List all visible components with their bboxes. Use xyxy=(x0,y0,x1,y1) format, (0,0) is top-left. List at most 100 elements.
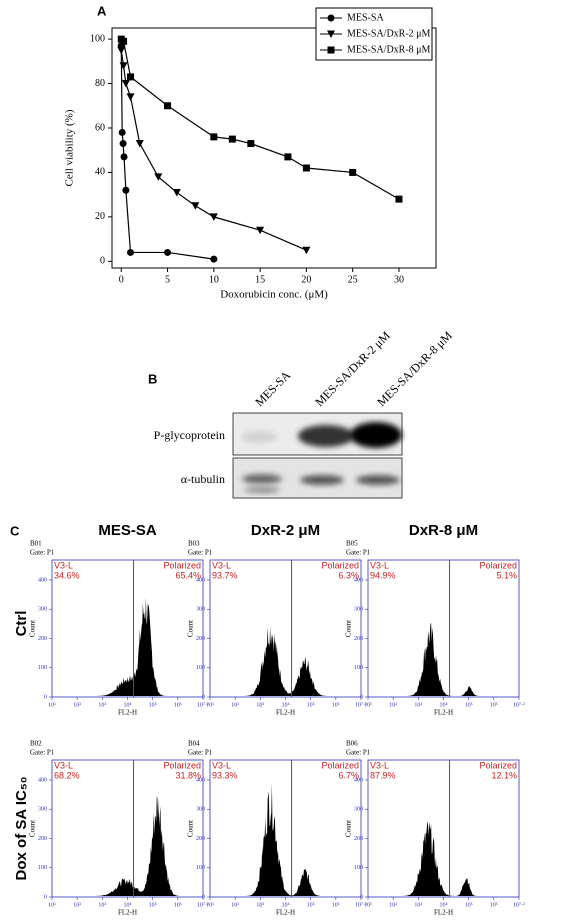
series-line xyxy=(120,38,400,200)
marker xyxy=(121,80,130,88)
marker xyxy=(119,62,128,70)
y-tick-label: 400 xyxy=(196,777,205,783)
column-title: DxR-8 μM xyxy=(409,522,478,539)
right-pct: 65.4% xyxy=(175,570,201,580)
panel-id: B01 xyxy=(30,540,42,548)
plot-frame xyxy=(51,559,204,698)
legend-label: MES-SA/DxR-2 μM xyxy=(347,28,431,39)
x-tick-label: 10¹ xyxy=(48,902,56,908)
marker xyxy=(209,213,218,221)
lane-label: MES-SA xyxy=(252,368,293,409)
x-tick-label: 10⁵ xyxy=(307,702,315,708)
y-tick-label: 100 xyxy=(38,665,47,671)
left-gate: V3-L xyxy=(54,760,73,770)
x-tick-label: 10³ xyxy=(98,702,106,708)
x-tick-label: 10 xyxy=(209,274,219,285)
x-tick-label: 15 xyxy=(255,274,265,285)
x-tick-label: 10² xyxy=(231,902,239,908)
x-tick-label: 10⁷·² xyxy=(513,902,525,908)
row-label: α-tubulin xyxy=(181,472,225,486)
y-tick-label: 100 xyxy=(354,665,363,671)
panel-id: B02 xyxy=(30,740,42,748)
x-tick-label: 10² xyxy=(73,702,81,708)
x-axis-label: FL2-H xyxy=(118,709,137,717)
y-axis-label: Count xyxy=(29,820,37,837)
marker xyxy=(118,128,126,136)
left-pct: 68.2% xyxy=(54,770,80,780)
marker xyxy=(228,135,236,143)
left-gate: V3-L xyxy=(54,560,73,570)
band xyxy=(356,475,400,485)
band xyxy=(244,487,280,493)
left-pct: 87.9% xyxy=(370,770,396,780)
marker xyxy=(172,188,181,197)
band xyxy=(300,475,344,485)
x-tick-label: 10⁵ xyxy=(465,902,473,908)
x-tick-label: 10³ xyxy=(256,702,264,708)
y-tick-label: 0 xyxy=(100,256,105,267)
x-tick-label: 10³ xyxy=(98,902,106,908)
x-axis-label: FL2-H xyxy=(118,909,137,917)
x-tick-label: 10⁴ xyxy=(281,702,289,708)
panel-label: C xyxy=(10,523,20,538)
x-axis-label: FL2-H xyxy=(434,709,453,717)
marker xyxy=(135,140,144,148)
marker xyxy=(120,153,128,161)
y-tick-label: 100 xyxy=(90,33,105,44)
y-tick-label: 0 xyxy=(44,694,47,700)
gate: Gate: P1 xyxy=(188,749,213,757)
x-tick-label: 10² xyxy=(73,902,81,908)
x-tick-label: 10⁴ xyxy=(123,902,131,908)
x-tick-label: 5 xyxy=(165,274,170,285)
y-axis-label: Count xyxy=(345,820,353,837)
y-tick-label: 40 xyxy=(95,167,105,178)
marker xyxy=(327,30,335,38)
right-pct: 6.7% xyxy=(338,770,359,780)
gate: Gate: P1 xyxy=(346,549,371,557)
plot-frame xyxy=(111,27,437,269)
panel-id: B04 xyxy=(188,740,200,748)
panel-label: B xyxy=(148,371,157,386)
plot-frame xyxy=(209,759,362,898)
y-tick-label: 100 xyxy=(38,865,47,871)
y-tick-label: 200 xyxy=(38,836,47,842)
y-tick-label: 400 xyxy=(38,777,47,783)
x-tick-label: 10⁵ xyxy=(307,902,315,908)
x-axis-label: FL2-H xyxy=(434,909,453,917)
marker xyxy=(327,14,335,22)
left-pct: 93.7% xyxy=(212,570,238,580)
y-tick-label: 200 xyxy=(354,636,363,642)
y-tick-label: 200 xyxy=(196,636,205,642)
x-tick-label: 10⁷·² xyxy=(197,702,209,708)
y-axis-label: Count xyxy=(187,820,195,837)
plot-frame xyxy=(51,759,204,898)
histogram xyxy=(211,782,359,896)
x-tick-label: 10⁴ xyxy=(123,702,131,708)
plot-frame xyxy=(367,759,520,898)
y-tick-label: 200 xyxy=(38,636,47,642)
y-tick-label: 20 xyxy=(95,211,105,222)
marker xyxy=(302,164,310,172)
y-tick-label: 200 xyxy=(196,836,205,842)
y-tick-label: 300 xyxy=(38,807,47,813)
x-tick-label: 10¹ xyxy=(364,702,372,708)
x-tick-label: 10⁶ xyxy=(490,702,498,708)
band xyxy=(241,431,277,443)
x-tick-label: 10³ xyxy=(256,902,264,908)
y-tick-label: 100 xyxy=(354,865,363,871)
column-title: MES-SA xyxy=(98,522,157,539)
y-tick-label: 80 xyxy=(95,78,105,89)
panel-id: B03 xyxy=(188,540,200,548)
y-axis-label: Count xyxy=(187,620,195,637)
panel-id: B05 xyxy=(346,540,358,548)
marker xyxy=(117,46,126,55)
plot-frame xyxy=(367,559,520,698)
histogram xyxy=(369,820,517,896)
x-tick-label: 10⁶ xyxy=(490,902,498,908)
y-tick-label: 0 xyxy=(360,894,363,900)
marker xyxy=(349,168,357,176)
marker xyxy=(210,133,218,141)
right-pct: 31.8% xyxy=(175,770,201,780)
